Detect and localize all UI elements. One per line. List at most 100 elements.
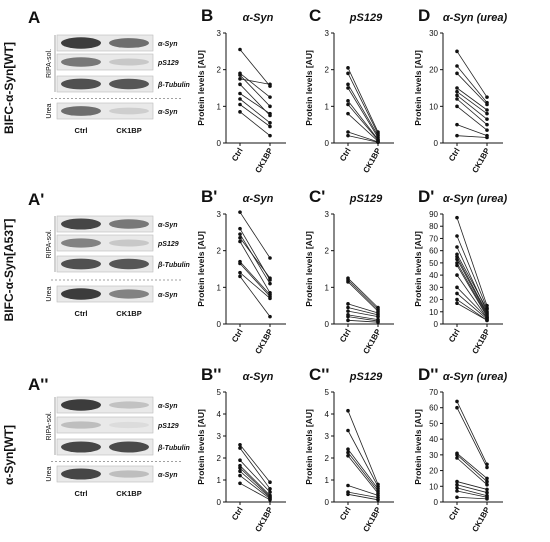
data-point (485, 497, 489, 501)
data-point (485, 117, 489, 121)
series-line (456, 135, 488, 138)
data-point (346, 102, 350, 107)
y-axis-label: Protein levels [AU] (304, 409, 314, 485)
panel-letter: B' (201, 187, 217, 206)
data-point (455, 97, 459, 101)
x-tick-label: Ctrl (338, 506, 353, 522)
data-point (455, 456, 459, 460)
data-point (268, 121, 272, 125)
series-line (456, 65, 488, 103)
series-line (456, 452, 488, 479)
data-point (346, 71, 350, 76)
data-point (268, 124, 272, 129)
data-point (238, 466, 242, 470)
chart-panel: D'' α-Syn (urea) 0 10 20 30 40 50 60 70 Protein le… (413, 365, 507, 533)
y-axis-label: Protein levels [AU] (413, 231, 423, 307)
x-tick-label: CK1BP (470, 146, 492, 175)
blot-band (61, 57, 101, 67)
data-point (238, 47, 242, 52)
series-pair (238, 443, 272, 485)
data-point (268, 133, 272, 138)
series-line (239, 74, 271, 107)
y-tick-label: 3 (217, 210, 222, 219)
series-pair (346, 133, 380, 145)
series-line (456, 490, 488, 498)
series-pair (346, 492, 380, 502)
blot-strip (56, 75, 154, 93)
series-line (456, 287, 488, 319)
band-label: pS129 (157, 241, 179, 248)
data-point (455, 297, 459, 302)
y-axis-label: Protein levels [AU] (413, 409, 423, 485)
data-point (455, 122, 459, 127)
fraction-label: RIPA-sol. (46, 49, 53, 78)
data-point (346, 82, 350, 87)
y-tick-label: 30 (429, 283, 438, 292)
data-point (346, 492, 350, 497)
series-line (456, 457, 488, 486)
series-pair (455, 93, 489, 121)
panel-letter: D' (418, 187, 434, 206)
series-line (239, 261, 271, 295)
blot-band (109, 58, 149, 66)
band-label: α-Syn (158, 222, 178, 229)
y-tick-label: 2 (325, 454, 330, 463)
data-point (268, 498, 272, 502)
data-point (268, 281, 272, 286)
series-line (239, 104, 271, 127)
y-tick-label: 0 (217, 320, 222, 329)
chart-title: α-Syn (urea) (443, 12, 508, 24)
blot-band (109, 38, 149, 48)
data-point (268, 256, 272, 260)
blot-band (109, 441, 149, 453)
data-point (485, 482, 489, 487)
series-pair (238, 97, 272, 125)
blot-panel: A'' α-Syn[WT] α-Syn pS129 β-Tubulin α-Syn RIPA… (2, 375, 190, 498)
series-line (347, 316, 379, 322)
series-pair (238, 481, 272, 502)
data-point (268, 487, 272, 491)
series-pair (455, 451, 489, 481)
y-tick-label: 5 (217, 388, 222, 397)
series-line (347, 67, 379, 133)
data-point (376, 140, 380, 145)
data-point (485, 307, 489, 312)
chart-title: α-Syn (243, 371, 274, 383)
series-line (456, 124, 488, 137)
blot-strip (56, 396, 154, 414)
panel-letter: C'' (309, 365, 329, 384)
chart-title: α-Syn (243, 193, 274, 205)
x-tick-label: CK1BP (253, 505, 275, 534)
data-point (238, 239, 242, 244)
series-line (239, 465, 271, 496)
series-line (239, 467, 271, 497)
series-line (347, 131, 379, 143)
series-pair (346, 447, 380, 491)
data-point (485, 476, 489, 481)
data-point (455, 273, 459, 277)
series-pair (346, 278, 380, 312)
blot-band (61, 288, 101, 300)
data-point (268, 296, 272, 301)
y-tick-label: 3 (325, 432, 330, 441)
blot-band (109, 219, 149, 229)
data-point (346, 305, 350, 310)
data-point (455, 495, 459, 500)
data-point (268, 104, 272, 109)
series-line (456, 481, 488, 490)
series-pair (455, 71, 489, 107)
data-point (238, 77, 242, 81)
y-tick-label: 2 (217, 66, 222, 75)
series-line (347, 84, 379, 136)
x-tick-label: Ctrl (447, 147, 462, 163)
series-line (347, 135, 379, 143)
series-pair (238, 446, 272, 491)
data-point (485, 318, 489, 323)
x-tick-label: Ctrl (338, 328, 353, 344)
series-line (347, 307, 379, 316)
series-pair (346, 314, 380, 323)
series-pair (455, 104, 489, 132)
series-pair (455, 49, 489, 99)
y-tick-label: 30 (429, 29, 438, 38)
data-point (485, 487, 489, 492)
